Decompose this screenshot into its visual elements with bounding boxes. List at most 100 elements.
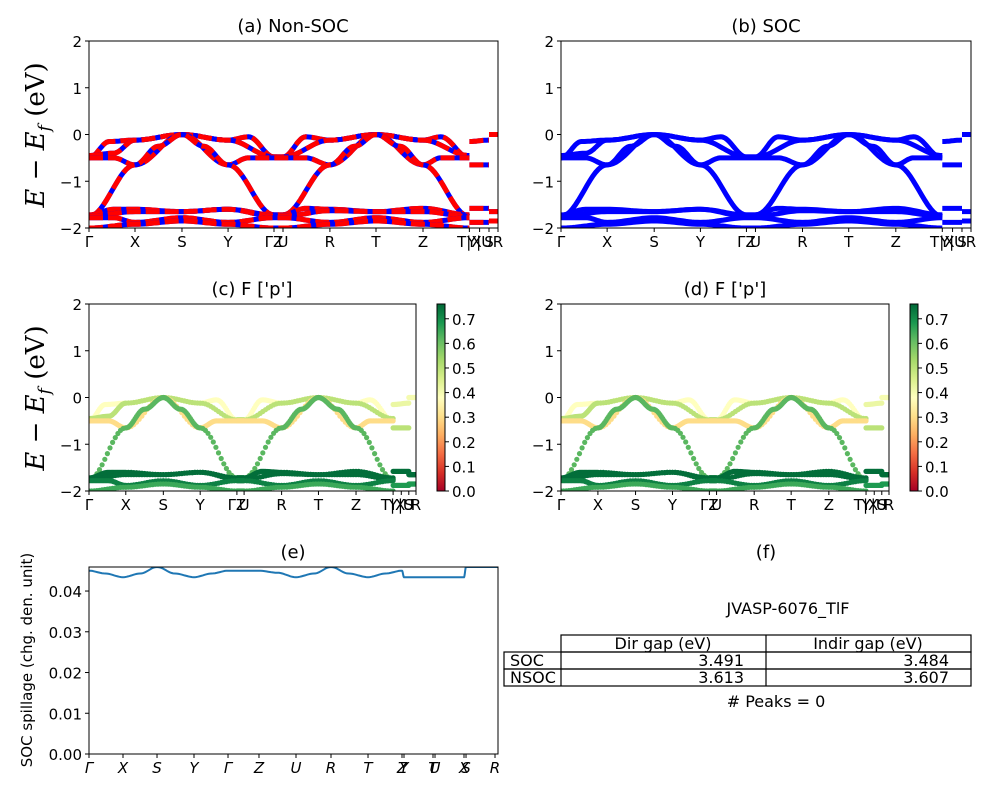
band-point-valence-disp: [366, 439, 372, 445]
colorbar-tick-label: 0.7: [452, 311, 476, 329]
band-point-valence-disp: [730, 455, 736, 462]
panel-e-spillage: (e) SOC spillage (chg. den. unit) 0.00 0.…: [18, 542, 500, 777]
axes-frame: [88, 303, 417, 492]
panel-c-ylabel: E − Ef (eV): [21, 325, 55, 471]
band-point-valence-disp: [691, 455, 697, 462]
ytick-label: −2: [60, 483, 82, 501]
colorbar-tick-label: 0.6: [452, 335, 476, 353]
plot-area-a: [89, 131, 498, 228]
band-point-seg-tx-2: [879, 425, 885, 431]
xtick-label: S: [461, 759, 471, 777]
band-point-valence-mid: [863, 418, 869, 424]
band-point-seg-tx-1: [406, 400, 412, 406]
xtick-label: T|X: [929, 233, 955, 251]
band-point-valence-disp: [693, 461, 699, 467]
ytick-label: 1: [72, 343, 82, 361]
ytick-label: 0.02: [49, 665, 82, 683]
xtick-label: X: [458, 759, 470, 777]
band-point-valence-disp: [738, 439, 744, 445]
xtick-label: R: [276, 496, 286, 514]
colorbar-tick-label: 0.4: [452, 385, 476, 403]
band-point-valence-disp: [361, 430, 367, 437]
band-line-red-seg-tx-1: [469, 137, 489, 144]
xtick-label: R: [966, 233, 976, 251]
ytick-label: 0.04: [49, 583, 82, 601]
band-point-valence-disp: [683, 439, 689, 445]
plot-area-c: [89, 394, 416, 491]
band-point-valence-disp: [96, 467, 103, 473]
band-point-valence-disp: [688, 450, 694, 456]
xtick-label: Γ: [557, 233, 566, 251]
band-point-valence-disp: [102, 456, 108, 462]
ytick-label: −1: [60, 173, 82, 191]
band-point-valence-disp: [218, 455, 224, 462]
xtick-label: Γ: [85, 496, 94, 514]
ytick-label: 1: [72, 80, 82, 98]
panel-a-nonsoc-bands: (a) Non-SOC E − Ef (eV) 210−1−2Γ X S Y ΓZU R T…: [21, 16, 503, 251]
colorbar-tick-label: 0.1: [452, 458, 476, 476]
band-point-valence-disp: [677, 430, 684, 436]
ytick-label: 0.03: [49, 624, 82, 642]
xtick-label: R: [884, 496, 894, 514]
axes-frame: [560, 40, 972, 229]
ytick-label: 0: [72, 127, 82, 145]
peaks-label: # Peaks = 0: [727, 692, 826, 711]
band-point-valence-disp: [112, 435, 118, 441]
xtick-label: ΓZ: [228, 496, 247, 514]
band-point-seg-us-1: [886, 394, 889, 401]
band-point-valence-disp: [262, 444, 269, 450]
ytick-label: −2: [532, 220, 554, 238]
panel-f-gap-table: (f) JVASP-6076_TlF Dir gap (eV) Indir ga…: [503, 542, 972, 711]
band-point-valence-disp: [257, 455, 263, 462]
xtick-label: Z: [253, 759, 265, 777]
xtick-label: T|X: [853, 496, 879, 514]
band-point-valence-disp: [223, 465, 229, 472]
band-point-valence-disp: [213, 444, 219, 450]
band-point-lower-4: [863, 488, 869, 491]
colorbar-tick-label: 0.1: [925, 458, 949, 476]
table-cell-nsoc-dir: 3.613: [698, 668, 744, 687]
ytick-label: −2: [60, 220, 82, 238]
ytick-label: 2: [544, 296, 554, 314]
band-point-valence-disp: [724, 465, 730, 472]
ytick-label: 0: [72, 390, 82, 408]
colorbar-tick-label: 0.7: [925, 311, 949, 329]
ytick-label: 0: [544, 127, 554, 145]
panel-a-ylabel: E − Ef (eV): [21, 62, 55, 208]
xtick-label: U: [277, 233, 288, 251]
band-point-valence-disp: [574, 456, 580, 462]
colorbar-tick-label: 0.2: [452, 434, 476, 452]
band-point-valence-disp: [584, 435, 591, 441]
plot-area-b: [561, 131, 971, 228]
panel-e-title: (e): [280, 542, 305, 563]
material-label: JVASP-6076_TlF: [726, 599, 850, 619]
colorbar-tick-label: 0.0: [452, 483, 476, 501]
xtick-label: Y: [695, 233, 706, 251]
band-point-seg-us-2: [886, 472, 889, 478]
band-point-valence-disp: [374, 456, 380, 462]
xtick-label: S: [631, 496, 641, 514]
band-point-valence-disp: [844, 451, 851, 457]
xtick-label: S: [177, 233, 187, 251]
xtick-label: R: [493, 233, 503, 251]
band-point-seg-us-3: [413, 481, 416, 487]
band-point-valence-disp: [252, 465, 258, 472]
band-point-valence-disp: [107, 445, 113, 451]
table-header-indir-gap: Indir gap (eV): [813, 634, 923, 653]
xtick-label: T: [843, 233, 854, 251]
band-point-valence-disp: [740, 434, 747, 440]
xtick-label: T|X: [456, 233, 482, 251]
xtick-label: S: [484, 233, 494, 251]
band-point-valence-disp: [377, 462, 383, 468]
band-point-valence-disp: [680, 434, 686, 440]
panel-a-title: (a) Non-SOC: [237, 16, 348, 37]
xtick-label: Z: [396, 759, 408, 777]
band-point-valence-disp: [735, 444, 741, 450]
xtick-label: Y: [399, 759, 410, 777]
band-point-valence-disp: [568, 467, 575, 473]
xtick-label: U: [711, 496, 722, 514]
band-point-seg-us-2: [413, 472, 416, 478]
xtick-label: X: [593, 496, 603, 514]
band-line-valence-disp: [561, 131, 943, 219]
band-line-valence-disp: [89, 131, 470, 219]
